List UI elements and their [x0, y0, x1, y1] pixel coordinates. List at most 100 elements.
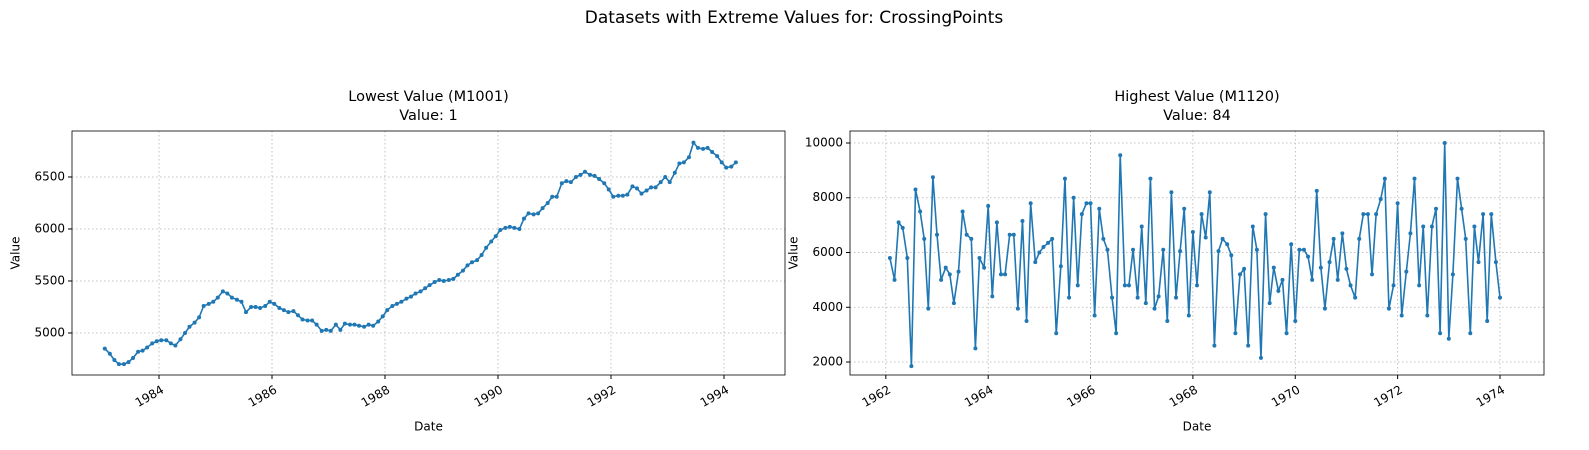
data-point [300, 317, 305, 322]
data-point [1463, 236, 1468, 241]
data-point [1472, 224, 1477, 229]
data-point [649, 185, 654, 190]
x-axis-label: Date [414, 420, 443, 434]
data-point [211, 299, 216, 304]
data-point [432, 280, 437, 285]
data-point [1041, 245, 1046, 250]
y-tick-label: 6500 [34, 169, 65, 183]
data-point [1178, 249, 1183, 254]
data-point [380, 314, 385, 319]
data-point [1344, 266, 1349, 271]
data-point [1318, 265, 1323, 270]
data-point [701, 146, 706, 151]
data-point [1497, 295, 1502, 300]
y-tick-label: 5000 [34, 325, 65, 339]
data-point [1148, 176, 1153, 181]
data-point [1421, 224, 1426, 229]
data-point [1003, 272, 1008, 277]
data-point [1442, 140, 1447, 145]
data-point [1276, 288, 1281, 293]
data-point [437, 277, 442, 282]
data-point [1301, 247, 1306, 252]
data-point [507, 224, 512, 229]
data-point [187, 324, 192, 329]
data-point [1101, 236, 1106, 241]
data-point [677, 161, 682, 166]
data-point [1446, 336, 1451, 341]
data-point [347, 322, 352, 327]
data-point [376, 319, 381, 324]
data-point [602, 181, 607, 186]
data-point [1186, 313, 1191, 318]
data-point [253, 304, 258, 309]
data-point [611, 194, 616, 199]
data-point [526, 211, 531, 216]
data-point [220, 289, 225, 294]
data-point [644, 188, 649, 193]
data-point [1143, 301, 1148, 306]
y-axis-label: Value [787, 237, 801, 270]
data-point [390, 303, 395, 308]
data-point [319, 328, 324, 333]
data-point [484, 245, 489, 250]
data-point [498, 228, 503, 233]
data-point [178, 337, 183, 342]
data-point [1254, 247, 1259, 252]
subplot-title: Highest Value (M1120) [1114, 89, 1279, 105]
y-tick-label: 6000 [812, 245, 843, 259]
data-point [896, 220, 901, 225]
data-point [1237, 272, 1242, 277]
data-point [229, 295, 234, 300]
x-tick-label: 1986 [246, 383, 279, 410]
data-point [263, 303, 268, 308]
data-point [1327, 260, 1332, 265]
data-point [164, 338, 169, 343]
data-point [1075, 283, 1080, 288]
data-point [121, 362, 126, 367]
data-point [1062, 176, 1067, 181]
subplot: Lowest Value (M1001) Value: 1 Date Value 500… [9, 89, 786, 434]
data-point [1174, 295, 1179, 300]
data-point [1105, 247, 1110, 252]
data-point [695, 145, 700, 150]
data-point [1139, 224, 1144, 229]
data-point [197, 315, 202, 320]
data-point [1250, 224, 1255, 229]
x-tick-label: 1968 [1167, 383, 1200, 410]
data-point [1361, 212, 1366, 217]
data-point [168, 341, 173, 346]
data-point [394, 301, 399, 306]
data-point [1242, 266, 1247, 271]
axes-frame [849, 130, 1545, 376]
data-point [150, 341, 155, 346]
data-point [460, 268, 465, 273]
data-point [404, 296, 409, 301]
x-tick-label: 1974 [1474, 383, 1507, 410]
data-point [333, 322, 338, 327]
data-point [918, 209, 923, 214]
data-point [573, 174, 578, 179]
data-point [517, 226, 522, 231]
data-point [1404, 269, 1409, 274]
data-point [1258, 355, 1263, 360]
data-point [1348, 283, 1353, 288]
data-point [116, 362, 121, 367]
data-point [545, 200, 550, 205]
subplot-subtitle: Value: 84 [1163, 108, 1231, 124]
data-point [107, 351, 112, 356]
subplot-subtitle: Value: 1 [399, 108, 458, 124]
data-point [291, 309, 296, 314]
figure-title: Datasets with Extreme Values for: Crossi… [585, 8, 1004, 28]
data-point [947, 272, 952, 277]
data-line [889, 142, 1501, 367]
data-point [1122, 283, 1127, 288]
data-point [1233, 331, 1238, 336]
data-point [1216, 249, 1221, 254]
data-point [582, 169, 587, 174]
data-point [1284, 331, 1289, 336]
x-tick-label: 1994 [698, 383, 731, 410]
data-point [990, 294, 995, 299]
data-point [639, 191, 644, 196]
data-point [455, 272, 460, 277]
